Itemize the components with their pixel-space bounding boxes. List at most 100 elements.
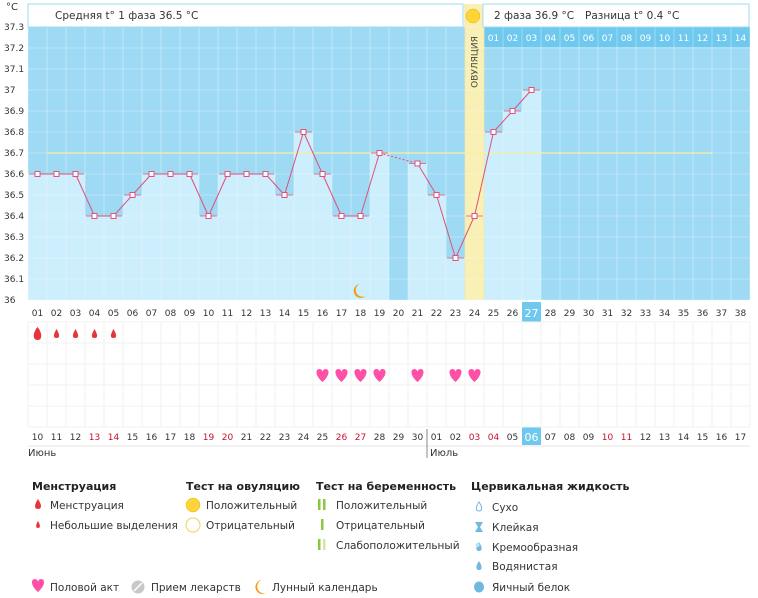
cycle-day-label: 01	[32, 309, 43, 319]
cycle-day-label: 35	[678, 309, 689, 319]
moon-icon	[255, 580, 266, 594]
temperature-point	[129, 192, 136, 198]
cycle-day-label: 15	[298, 309, 309, 319]
legend-pregtest-title: Тест на беременность	[316, 480, 456, 493]
temperature-bar	[503, 111, 522, 300]
tick-labels: 01 02 03 04 05 06 07 08 09 10 11 12 13 14 36 36.1 36.2 36…	[4, 23, 750, 459]
temperature-segment	[189, 173, 209, 217]
ovulation-label: ОВУЛЯЦИЯ	[471, 36, 481, 88]
date-label: 12	[70, 433, 81, 443]
date-label: 17	[165, 433, 176, 443]
y-tick-label: 36.5	[4, 191, 24, 201]
cycle-day-label: 34	[659, 309, 671, 319]
phase1-label: Средняя t° 1 фаза 36.5 °C	[55, 10, 198, 22]
cycle-day-label: 09	[184, 309, 196, 319]
temperature-segment	[417, 163, 437, 196]
intercourse-heart-icon	[449, 369, 462, 382]
y-tick-label: 36.4	[4, 212, 24, 222]
temperature-point	[110, 213, 117, 219]
cycle-day-label: 30	[583, 309, 595, 319]
legend-medication: Прием лекарств	[151, 582, 241, 594]
temperature-segment	[113, 194, 133, 217]
date-label: 01	[431, 433, 442, 443]
legend-cervical-dry: Сухо	[492, 502, 518, 514]
temperature-bar	[370, 153, 389, 300]
temperature-segment	[379, 152, 418, 164]
temperature-segment	[75, 173, 95, 217]
weekend-date-label: 14	[108, 433, 120, 443]
temperature-point	[72, 171, 79, 177]
cycle-day-label: 05	[108, 309, 119, 319]
y-tick-label: 36.2	[4, 254, 24, 264]
sticky-icon	[475, 522, 483, 532]
temperature-bar	[275, 195, 294, 300]
unit-label: °C	[6, 2, 18, 13]
cycle-day-label: 14	[279, 309, 291, 319]
date-label: 25	[317, 433, 328, 443]
post-ovulation-day-label: 01	[488, 34, 499, 44]
date-label: 23	[279, 433, 290, 443]
temperature-point	[528, 87, 535, 93]
temperature-point	[53, 171, 60, 177]
temperature-segment	[493, 110, 513, 133]
legend-ovtest-negative: Отрицательный	[206, 520, 295, 532]
legend-cervical-creamy: Кремообразная	[492, 542, 578, 554]
date-label: 18	[184, 433, 196, 443]
spotting-drop-icon	[72, 329, 79, 338]
date-label: 16	[146, 433, 158, 443]
cycle-day-label: 23	[450, 309, 461, 319]
cycle-day-label: 26	[507, 309, 519, 319]
date-label: 14	[678, 433, 690, 443]
date-label: 15	[697, 433, 708, 443]
cycle-day-label: 20	[393, 309, 405, 319]
weekend-date-label: 04	[488, 433, 500, 443]
date-label: 02	[450, 433, 461, 443]
date-label: 22	[260, 433, 271, 443]
eggwhite-icon	[474, 581, 484, 593]
temperature-point	[471, 213, 478, 219]
temperature-point	[224, 171, 231, 177]
phase1-box	[27, 3, 464, 28]
spotting-drop-icon	[53, 329, 60, 338]
temperature-point	[319, 171, 326, 177]
y-tick-label: 37.1	[4, 65, 24, 75]
cycle-day-label: 32	[621, 309, 632, 319]
intercourse-heart-icon	[354, 369, 367, 382]
temperature-point	[167, 171, 174, 177]
date-label: 17	[735, 433, 746, 443]
cycle-day-label: 24	[469, 309, 481, 319]
temperature-segment	[436, 194, 456, 259]
temperature-bar	[408, 163, 427, 300]
weekend-date-label: 20	[222, 433, 234, 443]
current-date-label: 06	[525, 431, 539, 444]
drop-small-icon	[36, 521, 40, 528]
cycle-day-label: 06	[127, 309, 139, 319]
cycle-day-label: 19	[374, 309, 386, 319]
cycle-day-label: 31	[602, 309, 613, 319]
y-tick-label: 36.6	[4, 170, 24, 180]
cycle-day-label: 28	[545, 309, 557, 319]
cycle-day-label: 22	[431, 309, 442, 319]
temperature-segment	[474, 131, 494, 217]
post-ovulation-day-label: 04	[545, 34, 557, 44]
intercourse-heart-icon	[411, 369, 424, 382]
cycle-day-label: 25	[488, 309, 499, 319]
drop-large-icon	[35, 499, 41, 509]
ovtest-negative-icon	[185, 517, 201, 533]
y-tick-label: 36.7	[4, 149, 24, 159]
menstruation-drop-icon	[33, 327, 42, 340]
legend-spotting-item: Небольшие выделения	[50, 520, 178, 532]
watery-icon	[476, 561, 482, 570]
cycle-day-label: 37	[716, 309, 727, 319]
post-ovulation-day-label: 07	[602, 34, 613, 44]
spotting-drop-icon	[91, 329, 98, 338]
post-ovulation-day-label: 03	[526, 34, 537, 44]
post-ovulation-day-label: 12	[697, 34, 708, 44]
temperature-point	[414, 160, 421, 167]
date-label: 10	[32, 433, 44, 443]
temperature-point	[262, 171, 269, 177]
y-tick-label: 36.1	[4, 275, 24, 285]
temperature-point	[186, 171, 193, 177]
pregtest-positive-icon	[318, 499, 321, 510]
date-label: 28	[374, 433, 386, 443]
